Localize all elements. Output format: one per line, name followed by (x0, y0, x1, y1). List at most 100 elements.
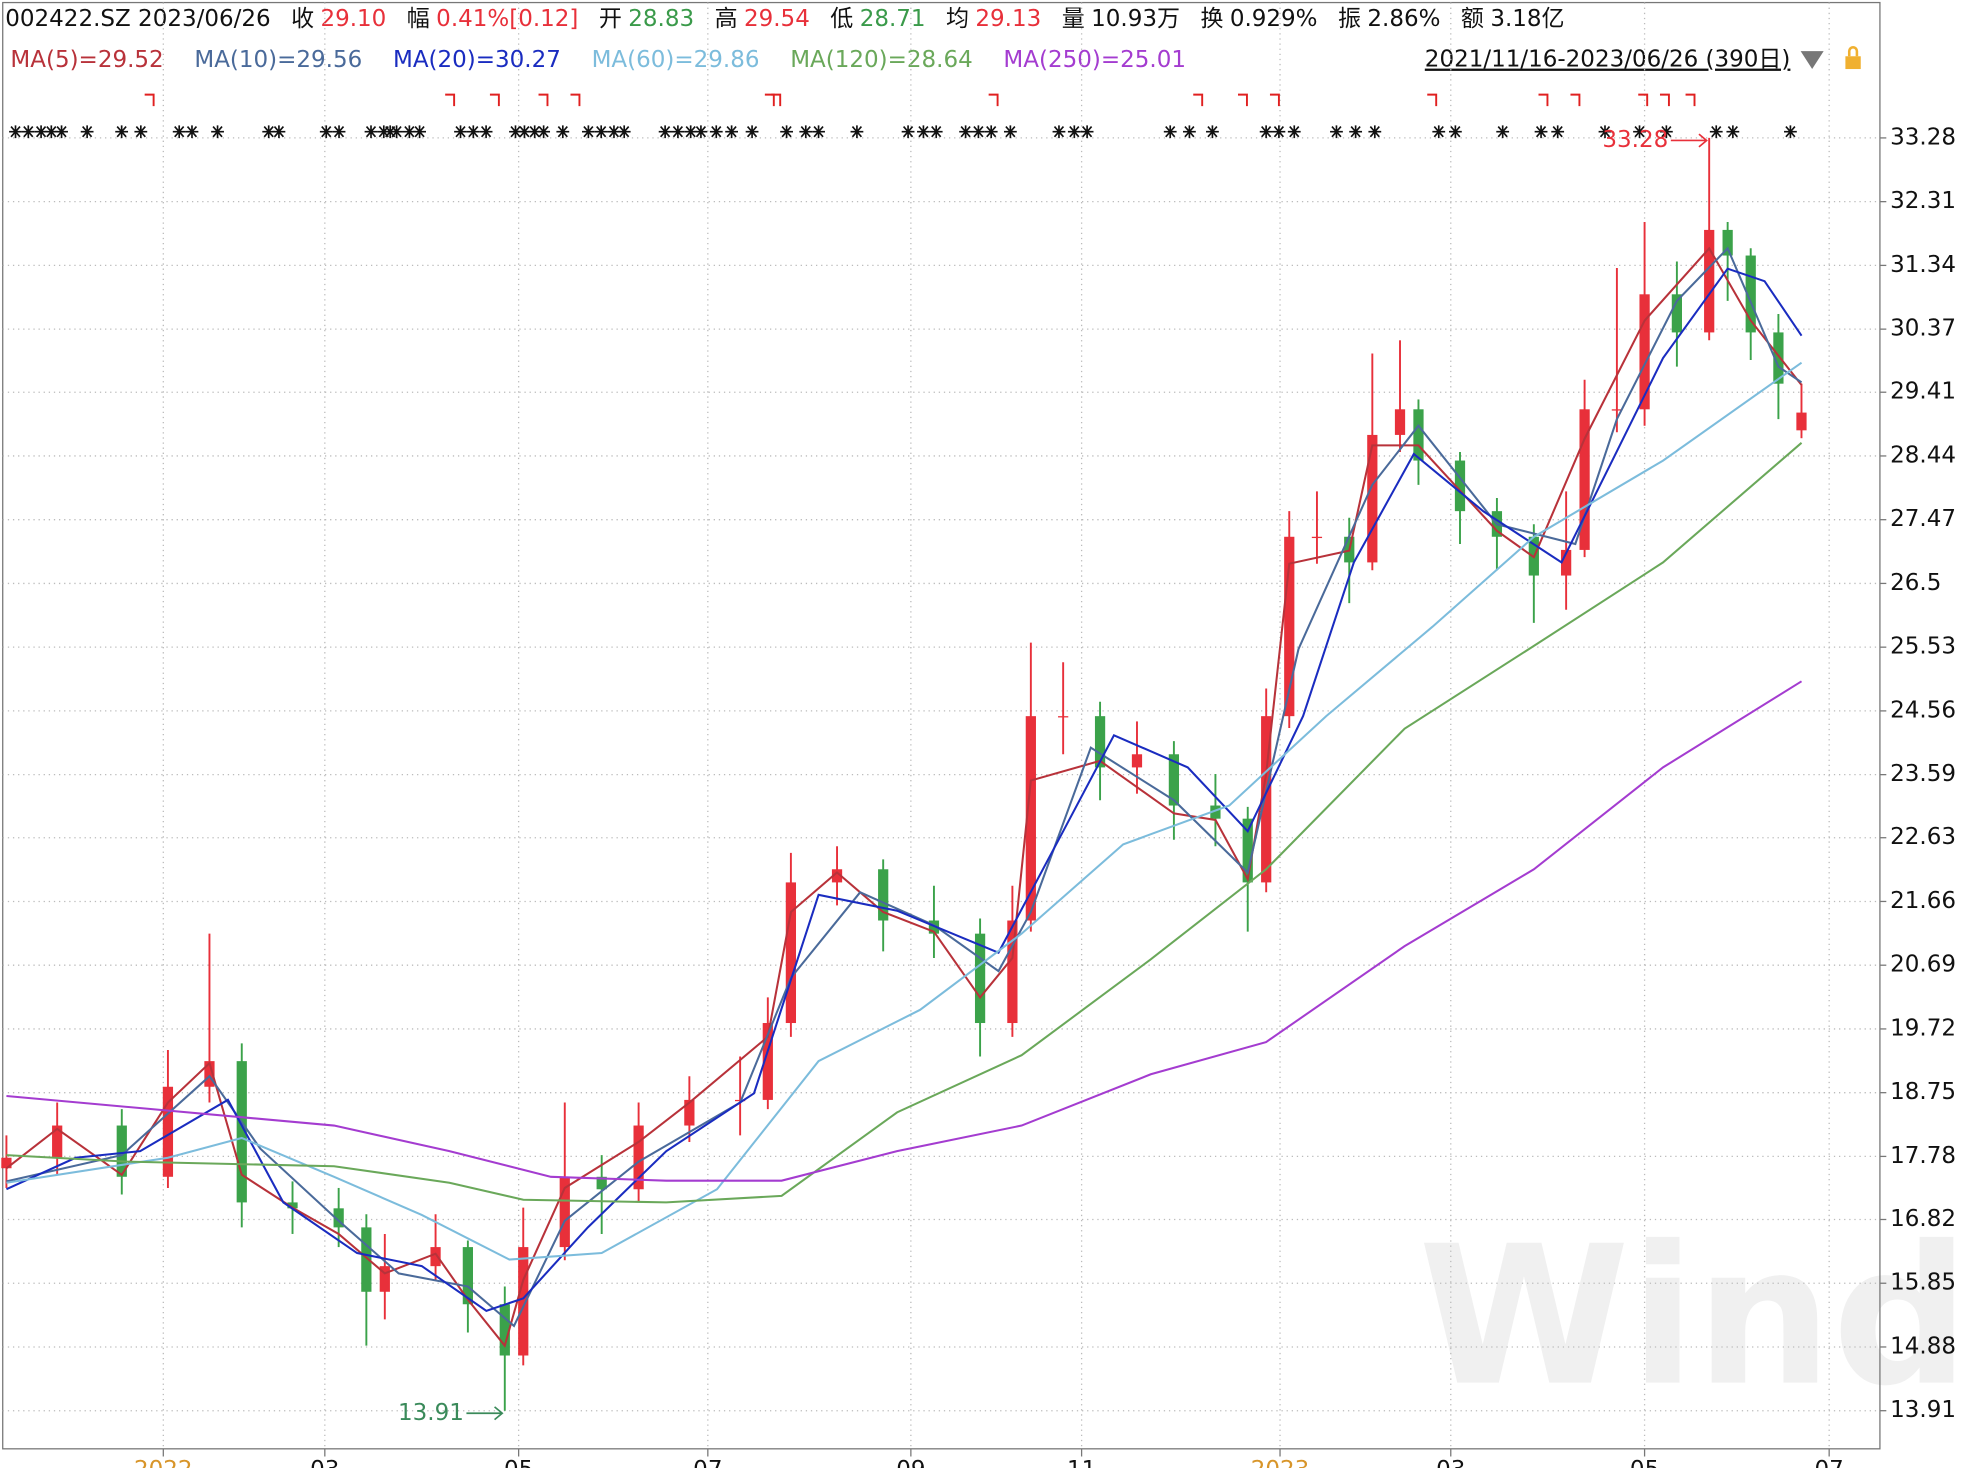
event-star (364, 125, 378, 139)
event-star (34, 125, 48, 139)
candle-body (1671, 294, 1682, 333)
candle-body (974, 933, 986, 1024)
annotation-label: 13.91 (398, 1400, 464, 1426)
event-flag (489, 93, 500, 107)
event-star (1598, 125, 1612, 139)
event-star (479, 125, 493, 139)
candle-body (236, 1061, 247, 1203)
event-star (959, 125, 973, 139)
ma-line (5, 246, 1803, 1348)
event-flag (771, 93, 782, 107)
candle-body (1284, 536, 1295, 717)
legend-entry: MA(250)=25.01 (1003, 47, 1186, 73)
event-star (1726, 125, 1740, 139)
legend: MA(5)=29.52 MA(10)=29.56 MA(20)=30.27 MA(60… (10, 47, 1186, 73)
lock-icon[interactable] (1845, 56, 1861, 70)
candle-body (633, 1125, 644, 1190)
event-star (1349, 125, 1363, 139)
candle-body (1007, 920, 1018, 1024)
event-flag (1570, 93, 1581, 107)
event-star (671, 125, 685, 139)
y-tick-label: 24.56 (1890, 697, 1956, 723)
candle-body (287, 1202, 298, 1209)
event-star (1659, 125, 1673, 139)
candle-body (162, 1086, 174, 1177)
header-label: 开 (599, 6, 622, 32)
candle-body (928, 920, 940, 934)
x-tick-label: 03 (1436, 1457, 1465, 1468)
event-star (1496, 125, 1510, 139)
header-value: 2.86% (1367, 6, 1440, 32)
candle-body (878, 869, 889, 921)
candle-body (1773, 332, 1784, 384)
event-flag (1237, 93, 1248, 107)
event-star (172, 125, 186, 139)
y-tick-label: 22.63 (1890, 824, 1956, 850)
event-flag (144, 93, 155, 107)
candle-body (204, 1061, 215, 1087)
dropdown-icon[interactable] (1800, 51, 1824, 70)
header-value: 10.93万 (1091, 6, 1180, 32)
event-star (509, 125, 522, 139)
ma-line (6, 361, 1803, 1261)
y-tick-label: 16.82 (1890, 1206, 1956, 1232)
candle-body (1168, 754, 1180, 806)
header-value: 3.18亿 (1490, 6, 1564, 32)
event-star (319, 125, 333, 139)
event-star (21, 125, 35, 139)
y-tick-label: 17.78 (1890, 1143, 1956, 1169)
candle-body (684, 1099, 695, 1126)
event-star (709, 125, 723, 139)
y-tick-label: 31.34 (1890, 252, 1956, 278)
candle-body (1722, 229, 1733, 256)
watermark: Wind (1418, 1206, 1969, 1429)
event-star (556, 125, 570, 139)
event-star (9, 125, 22, 139)
legend-entry: MA(60)=29.86 (592, 47, 760, 73)
y-tick-label: 28.44 (1890, 442, 1956, 468)
event-star (725, 125, 739, 139)
header-value: 28.83 (628, 6, 694, 32)
event-star (413, 125, 426, 139)
event-star (1206, 125, 1219, 139)
event-star (594, 125, 608, 139)
header: 002422.SZ 2023/06/26 收 29.10 幅 0.41%[0.12] 开 2… (5, 6, 1564, 32)
candle-body (361, 1227, 372, 1292)
candle-body (1413, 409, 1424, 461)
candle-body (1579, 409, 1590, 550)
candle-body (1745, 255, 1756, 333)
candle-body (518, 1247, 529, 1356)
y-tick-label: 14.88 (1890, 1333, 1956, 1359)
header-label: 均 (946, 6, 969, 32)
event-star (80, 125, 94, 139)
event-star (1709, 125, 1723, 139)
event-star (1052, 125, 1066, 139)
candle-body (762, 1023, 773, 1100)
event-flag (538, 93, 549, 107)
event-star (402, 125, 416, 139)
event-star (581, 125, 595, 139)
event-star (1080, 125, 1094, 139)
header-label: 振 (1338, 6, 1361, 32)
y-tick-label: 15.85 (1890, 1270, 1956, 1296)
candle-body (462, 1247, 473, 1305)
event-star (44, 125, 58, 139)
event-star (1183, 125, 1196, 139)
event-star (262, 125, 276, 139)
event-star (1432, 125, 1446, 139)
candle-body (379, 1266, 390, 1292)
candle-body (1242, 818, 1253, 883)
event-star (617, 125, 631, 139)
candle-body (1, 1157, 12, 1169)
header-label: 高 (715, 6, 738, 32)
range-selector[interactable]: 2021/11/16-2023/06/26 (390日) (1425, 47, 1791, 73)
event-star (694, 125, 708, 139)
ma-line (6, 680, 1803, 1182)
event-star (1003, 125, 1017, 139)
event-star (780, 125, 793, 139)
candle-body (1394, 409, 1406, 435)
event-flag (1685, 93, 1696, 107)
x-tick-label: 07 (1815, 1457, 1844, 1468)
